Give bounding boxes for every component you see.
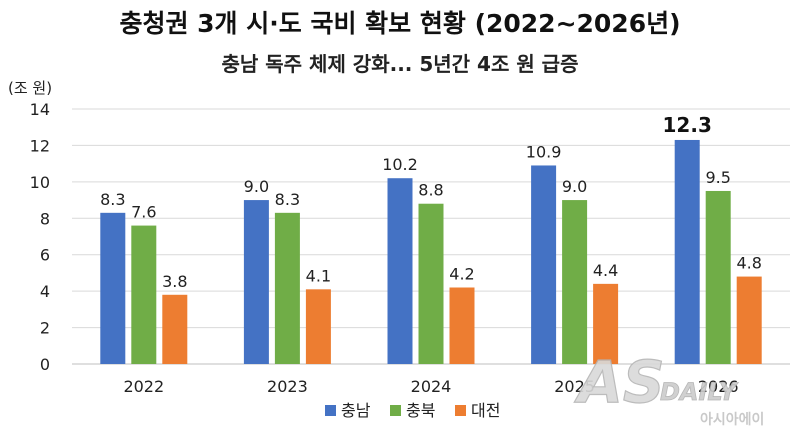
y-tick-label: 2: [40, 319, 50, 338]
y-tick-label: 8: [40, 209, 50, 228]
data-label: 7.6: [131, 203, 156, 222]
bar-충남-2026: [674, 139, 700, 364]
bars: [100, 139, 762, 364]
data-label: 8.3: [275, 190, 300, 209]
legend-swatch-충북: [390, 405, 401, 416]
x-tick-label: 2023: [267, 377, 308, 396]
y-tick-label: 12: [30, 136, 50, 155]
bar-대전-2025: [593, 283, 619, 364]
data-label: 4.8: [736, 254, 761, 273]
bar-충남-2023: [243, 200, 269, 364]
legend-label: 대전: [471, 401, 500, 420]
bar-대전-2022: [162, 294, 188, 364]
data-label: 4.4: [593, 261, 618, 280]
y-tick-label: 0: [40, 355, 50, 374]
data-label: 9.0: [562, 177, 587, 196]
data-label: 9.5: [705, 168, 730, 187]
x-tick-label: 2026: [698, 377, 739, 396]
legend-label: 충남: [341, 401, 371, 420]
y-tick-label: 4: [40, 282, 50, 301]
bar-충북-2026: [705, 190, 731, 364]
legend-swatch-대전: [455, 405, 466, 416]
legend-label: 충북: [406, 401, 435, 420]
data-label: 4.1: [306, 266, 331, 285]
data-label: 4.2: [449, 265, 474, 284]
chart-subtitle: 충남 독주 체제 강화... 5년간 4조 원 급증: [222, 52, 579, 76]
x-axis-ticks: 2022 2023 2024 2025 2026: [123, 377, 738, 396]
y-axis-ticks: 0 2 4 6 8 10 12 14: [30, 100, 50, 374]
y-axis-unit-label: (조 원): [8, 79, 52, 97]
data-label: 3.8: [162, 272, 187, 291]
watermark-main-text: AS: [574, 348, 665, 416]
y-tick-label: 14: [30, 100, 50, 119]
x-tick-label: 2025: [554, 377, 595, 396]
bar-충북-2024: [418, 203, 444, 364]
bar-대전-2023: [305, 289, 331, 364]
watermark-logo: AS DAILY 아시아에이: [573, 347, 764, 428]
data-label: 12.3: [663, 113, 712, 137]
legend-swatch-충남: [325, 405, 336, 416]
bar-충남-2024: [387, 178, 413, 364]
data-label: 10.9: [526, 142, 562, 161]
x-tick-label: 2024: [411, 377, 452, 396]
bar-대전-2024: [449, 287, 475, 364]
data-label: 8.3: [100, 190, 125, 209]
x-tick-label: 2022: [123, 377, 164, 396]
watermark-sub-text: DAILY: [660, 378, 739, 406]
bar-대전-2026: [736, 276, 762, 364]
data-labels: 8.37.63.89.08.34.110.28.84.210.99.04.412…: [100, 113, 762, 291]
bar-충북-2022: [131, 225, 157, 364]
y-tick-label: 6: [40, 246, 50, 265]
watermark-korean-text: 아시아에이: [700, 411, 764, 428]
chart-title: 충청권 3개 시·도 국비 확보 현황 (2022~2026년): [119, 9, 680, 38]
legend: 충남 충북 대전: [325, 401, 500, 420]
bar-충북-2025: [562, 200, 588, 364]
bar-충남-2025: [531, 165, 557, 364]
data-label: 10.2: [382, 155, 418, 174]
bar-충북-2023: [274, 212, 300, 364]
bar-충남-2022: [100, 212, 126, 364]
y-tick-label: 10: [30, 173, 50, 192]
data-label: 9.0: [244, 177, 269, 196]
data-label: 8.8: [418, 181, 443, 200]
